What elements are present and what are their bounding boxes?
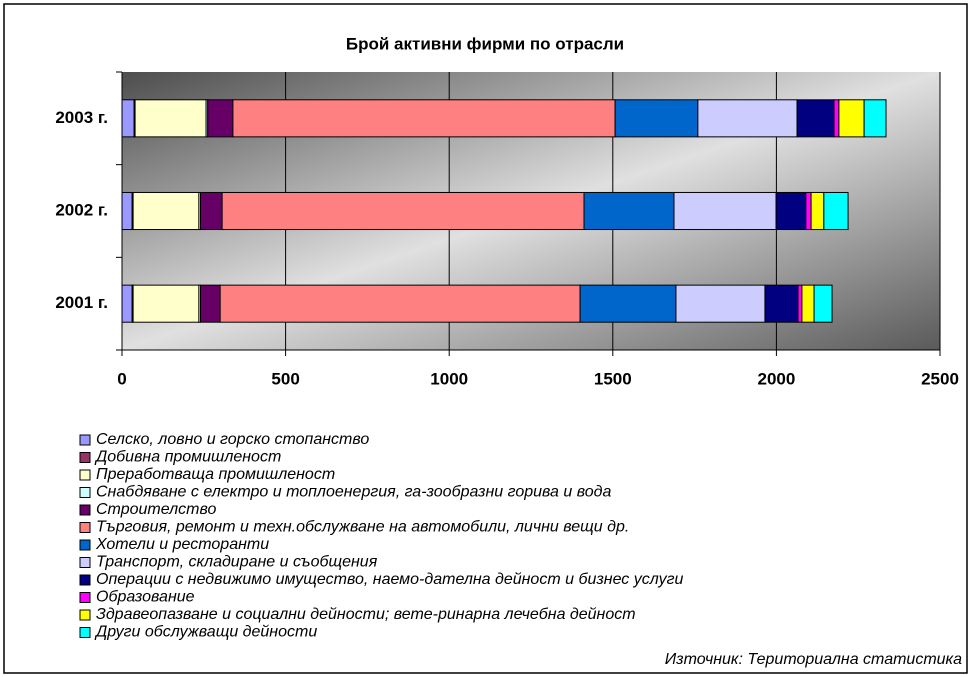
legend-swatch bbox=[79, 504, 91, 516]
bar-segment bbox=[232, 99, 616, 138]
bar-segment bbox=[805, 191, 812, 231]
bar-segment bbox=[200, 284, 221, 323]
x-tick-label: 2500 bbox=[921, 369, 959, 388]
bar-segment bbox=[764, 284, 799, 323]
bar-segment bbox=[813, 284, 833, 323]
legend-swatch bbox=[79, 592, 91, 603]
legend-swatch bbox=[79, 452, 91, 463]
bar-segment bbox=[132, 191, 200, 231]
legend-swatch bbox=[79, 557, 91, 568]
bar-segment bbox=[221, 191, 585, 231]
legend-swatch bbox=[79, 434, 91, 446]
x-tick-label: 1500 bbox=[594, 369, 632, 388]
legend-label: Строителство bbox=[96, 501, 216, 518]
bar-segment bbox=[863, 99, 887, 138]
chart-title: Брой активни фирми по отрасли bbox=[346, 34, 624, 53]
bar-segment bbox=[583, 191, 675, 231]
bar-segment bbox=[833, 99, 840, 138]
bar-segment bbox=[797, 284, 803, 323]
bar-segment bbox=[675, 284, 766, 323]
bar-segment bbox=[775, 191, 807, 231]
source: Източник: Териториална статистика bbox=[665, 651, 962, 668]
bar-segment bbox=[579, 284, 677, 323]
bar-segment bbox=[207, 99, 234, 138]
legend-label: Образование bbox=[96, 589, 195, 606]
bar-segment bbox=[132, 284, 200, 323]
bar-segment bbox=[121, 191, 133, 231]
y-tick-label: 2001 г. bbox=[55, 293, 108, 312]
legend-swatch bbox=[79, 574, 91, 586]
legend-swatch bbox=[79, 539, 91, 551]
bar-segment bbox=[801, 284, 815, 323]
legend-label: Операции с недвижимо имущество, наемо-да… bbox=[96, 571, 683, 588]
x-tick-label: 2000 bbox=[757, 369, 795, 388]
legend-swatch bbox=[79, 469, 91, 481]
legend-label: Други обслужващи дейности bbox=[94, 624, 317, 641]
x-tick-label: 500 bbox=[271, 369, 299, 388]
bar-segment bbox=[200, 191, 223, 231]
legend-swatch bbox=[79, 609, 91, 621]
x-tick-label: 1000 bbox=[430, 369, 468, 388]
bar-segment bbox=[838, 99, 865, 138]
legend-label: Снабдяване с електро и топлоенергия, га-… bbox=[96, 484, 611, 501]
legend-swatch bbox=[79, 522, 91, 533]
bar-segment bbox=[673, 191, 777, 231]
legend-swatch bbox=[79, 487, 91, 498]
bar-segment bbox=[614, 99, 699, 138]
bar-segment bbox=[810, 191, 825, 231]
legend-label: Преработваща промишленост bbox=[96, 466, 335, 483]
bar-segment bbox=[796, 99, 835, 138]
bar-segment bbox=[134, 99, 207, 138]
bar-segment bbox=[121, 284, 133, 323]
legend-label: Транспорт, складиране и съобщения bbox=[96, 554, 378, 571]
legend-swatch bbox=[79, 627, 91, 638]
legend-label: Здравеопазване и социални дейности; вете… bbox=[96, 606, 636, 623]
legend-label: Търговия, ремонт и техн.обслужване на ав… bbox=[96, 519, 629, 536]
y-tick-label: 2003 г. bbox=[55, 108, 108, 127]
bar-segment bbox=[823, 191, 849, 231]
y-tick-label: 2002 г. bbox=[55, 200, 108, 219]
bar-segment bbox=[121, 99, 135, 138]
legend-label: Добивна промишленост bbox=[94, 449, 281, 466]
bar-segment bbox=[697, 99, 798, 138]
bar-segment bbox=[219, 284, 581, 323]
x-tick-label: 0 bbox=[117, 369, 126, 388]
legend-label: Селско, ловно и горско стопанство bbox=[96, 431, 369, 448]
legend-label: Хотели и ресторанти bbox=[95, 536, 269, 553]
